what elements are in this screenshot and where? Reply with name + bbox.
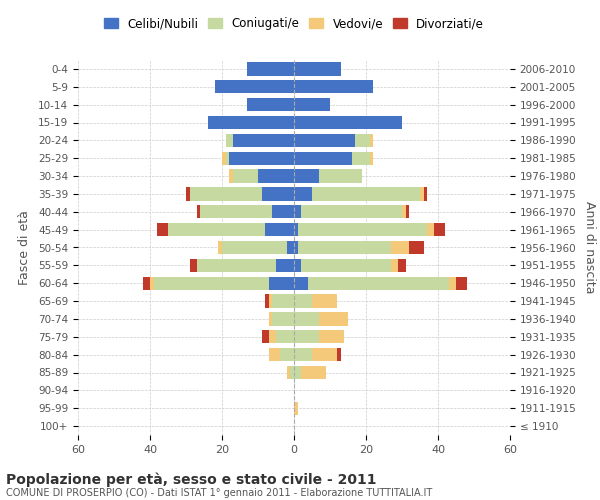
Bar (312, 187, 420, 200)
Bar (337, 348, 341, 362)
Bar (294, 187, 312, 200)
Bar (197, 258, 276, 272)
Bar (312, 348, 337, 362)
Bar (352, 152, 370, 165)
Bar (294, 170, 319, 183)
Bar (424, 187, 427, 200)
Bar (294, 98, 330, 112)
Bar (427, 223, 434, 236)
Y-axis label: Fasce di età: Fasce di età (18, 210, 31, 285)
Bar (294, 152, 352, 165)
Bar (269, 276, 294, 290)
Bar (269, 312, 272, 326)
Bar (294, 294, 312, 308)
Bar (265, 294, 269, 308)
Bar (233, 170, 258, 183)
Bar (262, 187, 294, 200)
Bar (298, 241, 391, 254)
Bar (298, 223, 427, 236)
Bar (391, 241, 409, 254)
Bar (294, 276, 308, 290)
Bar (269, 348, 280, 362)
Bar (370, 152, 373, 165)
Bar (294, 348, 312, 362)
Bar (319, 170, 362, 183)
Bar (272, 294, 294, 308)
Bar (269, 330, 276, 344)
Bar (222, 241, 287, 254)
Bar (269, 294, 272, 308)
Bar (319, 330, 344, 344)
Bar (262, 330, 269, 344)
Bar (287, 366, 290, 379)
Bar (294, 134, 355, 147)
Bar (222, 152, 226, 165)
Text: Popolazione per età, sesso e stato civile - 2011: Popolazione per età, sesso e stato civil… (6, 472, 377, 487)
Bar (197, 205, 200, 218)
Bar (233, 134, 294, 147)
Bar (218, 241, 222, 254)
Bar (294, 205, 301, 218)
Bar (456, 276, 467, 290)
Bar (226, 152, 229, 165)
Bar (229, 170, 233, 183)
Bar (391, 258, 398, 272)
Bar (150, 276, 154, 290)
Bar (208, 116, 294, 129)
Bar (294, 62, 341, 76)
Bar (229, 152, 294, 165)
Bar (294, 366, 301, 379)
Bar (157, 223, 168, 236)
Bar (294, 258, 301, 272)
Bar (420, 187, 424, 200)
Bar (247, 62, 294, 76)
Bar (226, 134, 233, 147)
Bar (280, 348, 294, 362)
Bar (287, 241, 294, 254)
Bar (168, 223, 265, 236)
Y-axis label: Anni di nascita: Anni di nascita (583, 201, 596, 294)
Bar (301, 366, 326, 379)
Text: COMUNE DI PROSERPIO (CO) - Dati ISTAT 1° gennaio 2011 - Elaborazione TUTTITALIA.: COMUNE DI PROSERPIO (CO) - Dati ISTAT 1°… (6, 488, 432, 498)
Bar (215, 80, 294, 94)
Bar (301, 205, 402, 218)
Bar (258, 170, 294, 183)
Bar (319, 312, 348, 326)
Bar (301, 258, 391, 272)
Bar (265, 223, 294, 236)
Bar (200, 205, 272, 218)
Bar (276, 330, 294, 344)
Bar (402, 205, 406, 218)
Legend: Celibi/Nubili, Coniugati/e, Vedovi/e, Divorziati/e: Celibi/Nubili, Coniugati/e, Vedovi/e, Di… (104, 17, 484, 30)
Bar (272, 312, 294, 326)
Bar (294, 80, 373, 94)
Bar (355, 134, 370, 147)
Bar (308, 276, 449, 290)
Bar (190, 258, 197, 272)
Bar (434, 223, 445, 236)
Bar (294, 241, 298, 254)
Bar (294, 312, 319, 326)
Bar (186, 187, 190, 200)
Bar (276, 258, 294, 272)
Bar (294, 116, 402, 129)
Bar (190, 187, 262, 200)
Bar (398, 258, 406, 272)
Bar (449, 276, 456, 290)
Bar (143, 276, 150, 290)
Bar (409, 241, 424, 254)
Bar (247, 98, 294, 112)
Bar (370, 134, 373, 147)
Bar (272, 205, 294, 218)
Bar (312, 294, 337, 308)
Bar (294, 330, 319, 344)
Bar (294, 402, 298, 415)
Bar (154, 276, 269, 290)
Bar (406, 205, 409, 218)
Bar (294, 223, 298, 236)
Bar (290, 366, 294, 379)
